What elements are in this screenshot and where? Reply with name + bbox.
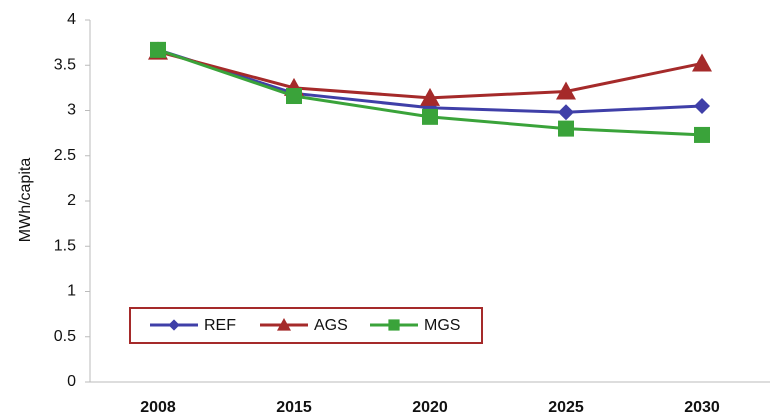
marker [558,104,574,121]
y-tick-label: 4 [67,11,76,28]
legend-label: REF [204,317,236,334]
legend-label: MGS [424,317,460,334]
y-tick-label: 0.5 [54,328,76,345]
y-tick-label: 2 [67,192,76,209]
marker [422,108,438,125]
y-tick-label: 1 [67,283,76,300]
y-tick-label: 2.5 [54,147,76,164]
y-tick-label: 1.5 [54,237,76,254]
marker [692,53,712,72]
legend-marker [388,319,400,331]
y-tick-label: 3.5 [54,56,76,73]
x-tick-label: 2030 [684,399,720,416]
y-tick-label: 0 [67,373,76,390]
marker [694,97,710,114]
x-tick-label: 2008 [140,399,176,416]
x-tick-label: 2025 [548,399,584,416]
marker [150,41,166,58]
marker [286,88,302,105]
x-tick-label: 2020 [412,399,448,416]
y-tick-label: 3 [67,102,76,119]
legend-marker [168,319,180,331]
legend-marker [277,318,291,331]
marker [420,87,440,106]
x-tick-label: 2015 [276,399,312,416]
marker [556,81,576,100]
y-axis-label: MWh/capita [17,158,34,243]
marker [694,126,710,143]
marker [558,120,574,137]
legend-label: AGS [314,317,348,334]
